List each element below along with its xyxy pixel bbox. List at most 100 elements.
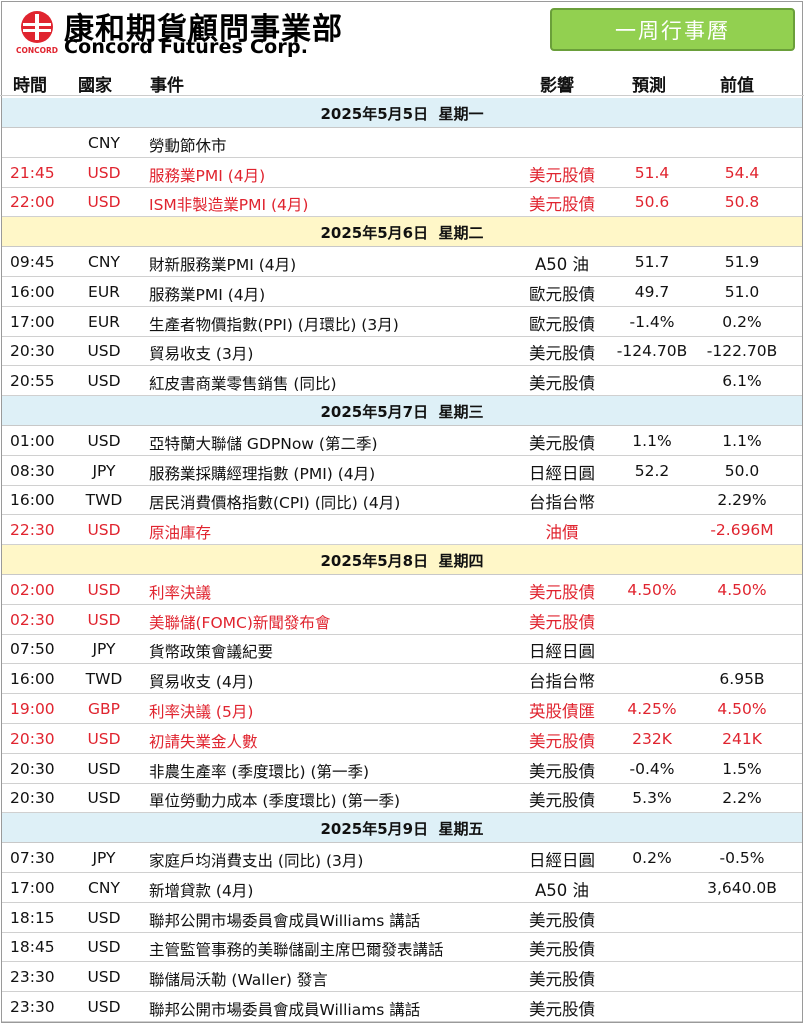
event-currency: USD: [87, 998, 121, 1016]
event-currency: USD: [87, 938, 121, 957]
event-impact: 日經日圓: [529, 642, 595, 662]
event-name: ISM非製造業PMI (4月): [149, 196, 309, 215]
event-time: 18:15: [10, 908, 55, 927]
event-impact: 美元股債: [529, 344, 595, 364]
event-row: CNY 勞動節休市: [2, 128, 802, 158]
event-previous: 4.50%: [717, 580, 767, 599]
event-row: 22:30 USD 原油庫存 油價 -2.696M: [2, 515, 802, 546]
event-row: 09:45 CNY 財新服務業PMI (4月) A50 油 51.7 51.9: [2, 247, 802, 277]
event-name: 初請失業金人數: [149, 732, 258, 751]
event-forecast: 1.1%: [632, 431, 672, 450]
event-time: 17:00: [10, 878, 55, 897]
weekly-calendar-button[interactable]: 一周行事曆: [550, 8, 795, 51]
event-name: 服務業PMI (4月): [149, 285, 266, 304]
event-time: 20:55: [10, 372, 55, 391]
event-forecast: -1.4%: [629, 312, 675, 331]
event-row: 18:45 USD 主管監管事務的美聯儲副主席巴爾發表講話 美元股債: [2, 932, 802, 963]
event-impact: 美元股債: [529, 731, 595, 751]
date-header: 2025年5月7日 星期三: [2, 396, 802, 426]
event-name: 單位勞動力成本 (季度環比) (第一季): [149, 792, 401, 811]
event-currency: JPY: [92, 461, 116, 480]
event-currency: USD: [87, 431, 121, 450]
event-forecast: 49.7: [634, 282, 670, 301]
event-impact: 美元股債: [529, 910, 595, 930]
event-name: 生產者物價指數(PPI) (月環比) (3月): [149, 315, 399, 334]
event-name: 財新服務業PMI (4月): [149, 256, 297, 274]
concord-logo-icon: CONCORD: [16, 11, 58, 55]
date-text: 2025年5月8日: [320, 552, 429, 570]
event-forecast: -0.4%: [629, 759, 675, 778]
date-header: 2025年5月9日 星期五: [2, 813, 802, 844]
weekday-text: 星期四: [438, 552, 484, 570]
event-time: 08:30: [10, 461, 55, 480]
event-row: 16:00 TWD 居民消費價格指數(CPI) (同比) (4月) 台指台幣 2.29%: [2, 485, 802, 516]
event-impact: A50 油: [534, 255, 590, 274]
event-row: 01:00 USD 亞特蘭大聯儲 GDPNow (第二季) 美元股債 1.1% 1.1%: [2, 426, 802, 456]
event-currency: CNY: [88, 133, 120, 152]
event-time: 07:30: [10, 849, 55, 867]
event-name: 聯儲局沃勒 (Waller) 發言: [149, 971, 328, 990]
date-header: 2025年5月5日 星期一: [2, 98, 802, 128]
col-impact: 影響: [540, 76, 574, 96]
event-impact: 美元股債: [529, 433, 595, 453]
event-row: 07:50 JPY 貨幣政策會議紀要 日經日圓: [2, 634, 802, 665]
event-name: 貿易收支 (3月): [149, 345, 254, 364]
event-impact: 美元股債: [529, 582, 595, 602]
date-text: 2025年5月5日: [320, 105, 429, 123]
event-impact: 油價: [545, 523, 579, 543]
event-row: 17:00 EUR 生產者物價指數(PPI) (月環比) (3月) 歐元股債 -1.4%…: [2, 307, 802, 337]
event-currency: JPY: [92, 849, 116, 867]
event-time: 20:30: [10, 342, 55, 361]
event-currency: USD: [87, 521, 121, 540]
event-previous: 1.5%: [722, 759, 762, 778]
event-forecast: 232K: [632, 729, 672, 748]
company-name-en: Concord Futures Corp.: [64, 36, 309, 58]
event-impact: A50 油: [534, 880, 590, 900]
event-previous: 50.8: [724, 193, 760, 212]
event-impact: 美元股債: [529, 940, 595, 960]
event-impact: 日經日圓: [529, 463, 595, 483]
col-event: 事件: [150, 76, 184, 96]
event-time: 17:00: [10, 312, 55, 331]
event-row: 17:00 CNY 新增貸款 (4月) A50 油 3,640.0B: [2, 873, 802, 903]
event-row: 23:30 USD 聯儲局沃勒 (Waller) 發言 美元股債: [2, 962, 802, 993]
event-name: 服務業採購經理指數 (PMI) (4月): [149, 464, 376, 483]
event-currency: TWD: [85, 670, 123, 689]
event-previous: 51.0: [724, 282, 760, 301]
column-header-row: 時間 國家 事件 影響 預測 前值: [0, 66, 804, 96]
event-name: 利率決議: [149, 583, 212, 602]
event-time: 20:30: [10, 789, 55, 808]
event-forecast: 50.6: [634, 193, 670, 212]
event-currency: USD: [87, 342, 121, 361]
event-row: 19:00 GBP 利率決議 (5月) 英股債匯 4.25% 4.50%: [2, 694, 802, 724]
event-previous: -122.70B: [706, 342, 778, 361]
event-time: 09:45: [10, 253, 55, 271]
date-header: 2025年5月8日 星期四: [2, 545, 802, 575]
event-previous: 241K: [722, 729, 762, 748]
event-name: 亞特蘭大聯儲 GDPNow (第二季): [149, 434, 378, 453]
event-impact: 台指台幣: [529, 672, 595, 692]
event-name: 貨幣政策會議紀要: [149, 643, 274, 662]
event-impact: 美元股債: [529, 374, 595, 394]
event-name: 聯邦公開市場委員會成員Williams 講話: [149, 911, 421, 930]
event-previous: 50.0: [724, 461, 760, 480]
event-previous: 2.29%: [717, 491, 767, 510]
event-forecast: 52.2: [634, 461, 670, 480]
col-forecast: 預測: [632, 76, 666, 96]
event-currency: USD: [87, 372, 121, 391]
event-time: 02:00: [10, 580, 55, 599]
col-time: 時間: [13, 76, 47, 96]
event-name: 聯邦公開市場委員會成員Williams 講話: [149, 1001, 421, 1019]
event-time: 20:30: [10, 729, 55, 748]
company-name-zh: 康和期貨顧問事業部: [64, 12, 343, 47]
event-impact: 歐元股債: [529, 284, 595, 304]
event-currency: USD: [87, 580, 121, 599]
event-currency: USD: [87, 729, 121, 748]
event-previous: 1.1%: [722, 431, 762, 450]
event-currency: EUR: [88, 312, 120, 331]
event-name: 新增貸款 (4月): [149, 881, 254, 900]
event-currency: USD: [87, 759, 121, 778]
event-currency: GBP: [88, 700, 120, 718]
event-name: 原油庫存: [149, 524, 212, 543]
event-impact: 日經日圓: [529, 851, 595, 870]
